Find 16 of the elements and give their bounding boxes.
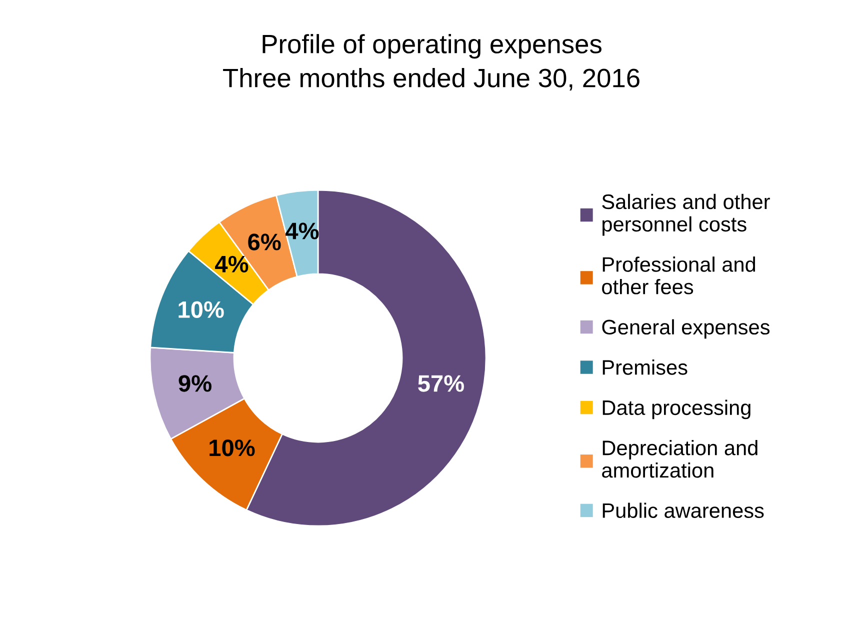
legend-label: Professional and other fees bbox=[602, 256, 756, 294]
data-label: 10% bbox=[178, 301, 224, 318]
legend-label: Salaries and other personnel costs bbox=[602, 194, 770, 236]
data-label: 4% bbox=[286, 222, 319, 240]
chart-title: Profile of operating expenses bbox=[262, 34, 602, 59]
legend-label: Data processing bbox=[602, 400, 750, 420]
data-label: 57% bbox=[418, 375, 464, 392]
legend-label: Premises bbox=[602, 360, 688, 375]
legend-label: Depreciation and amortization bbox=[602, 440, 758, 478]
data-label: 4% bbox=[215, 256, 248, 272]
data-label: 6% bbox=[248, 234, 281, 250]
legend-label: General expenses bbox=[602, 319, 770, 339]
data-label: 10% bbox=[210, 439, 255, 456]
chart-subtitle: Three months ended June 30, 2016 bbox=[223, 68, 640, 91]
legend-label: Public awareness bbox=[602, 502, 764, 518]
data-label: 9% bbox=[178, 375, 212, 392]
